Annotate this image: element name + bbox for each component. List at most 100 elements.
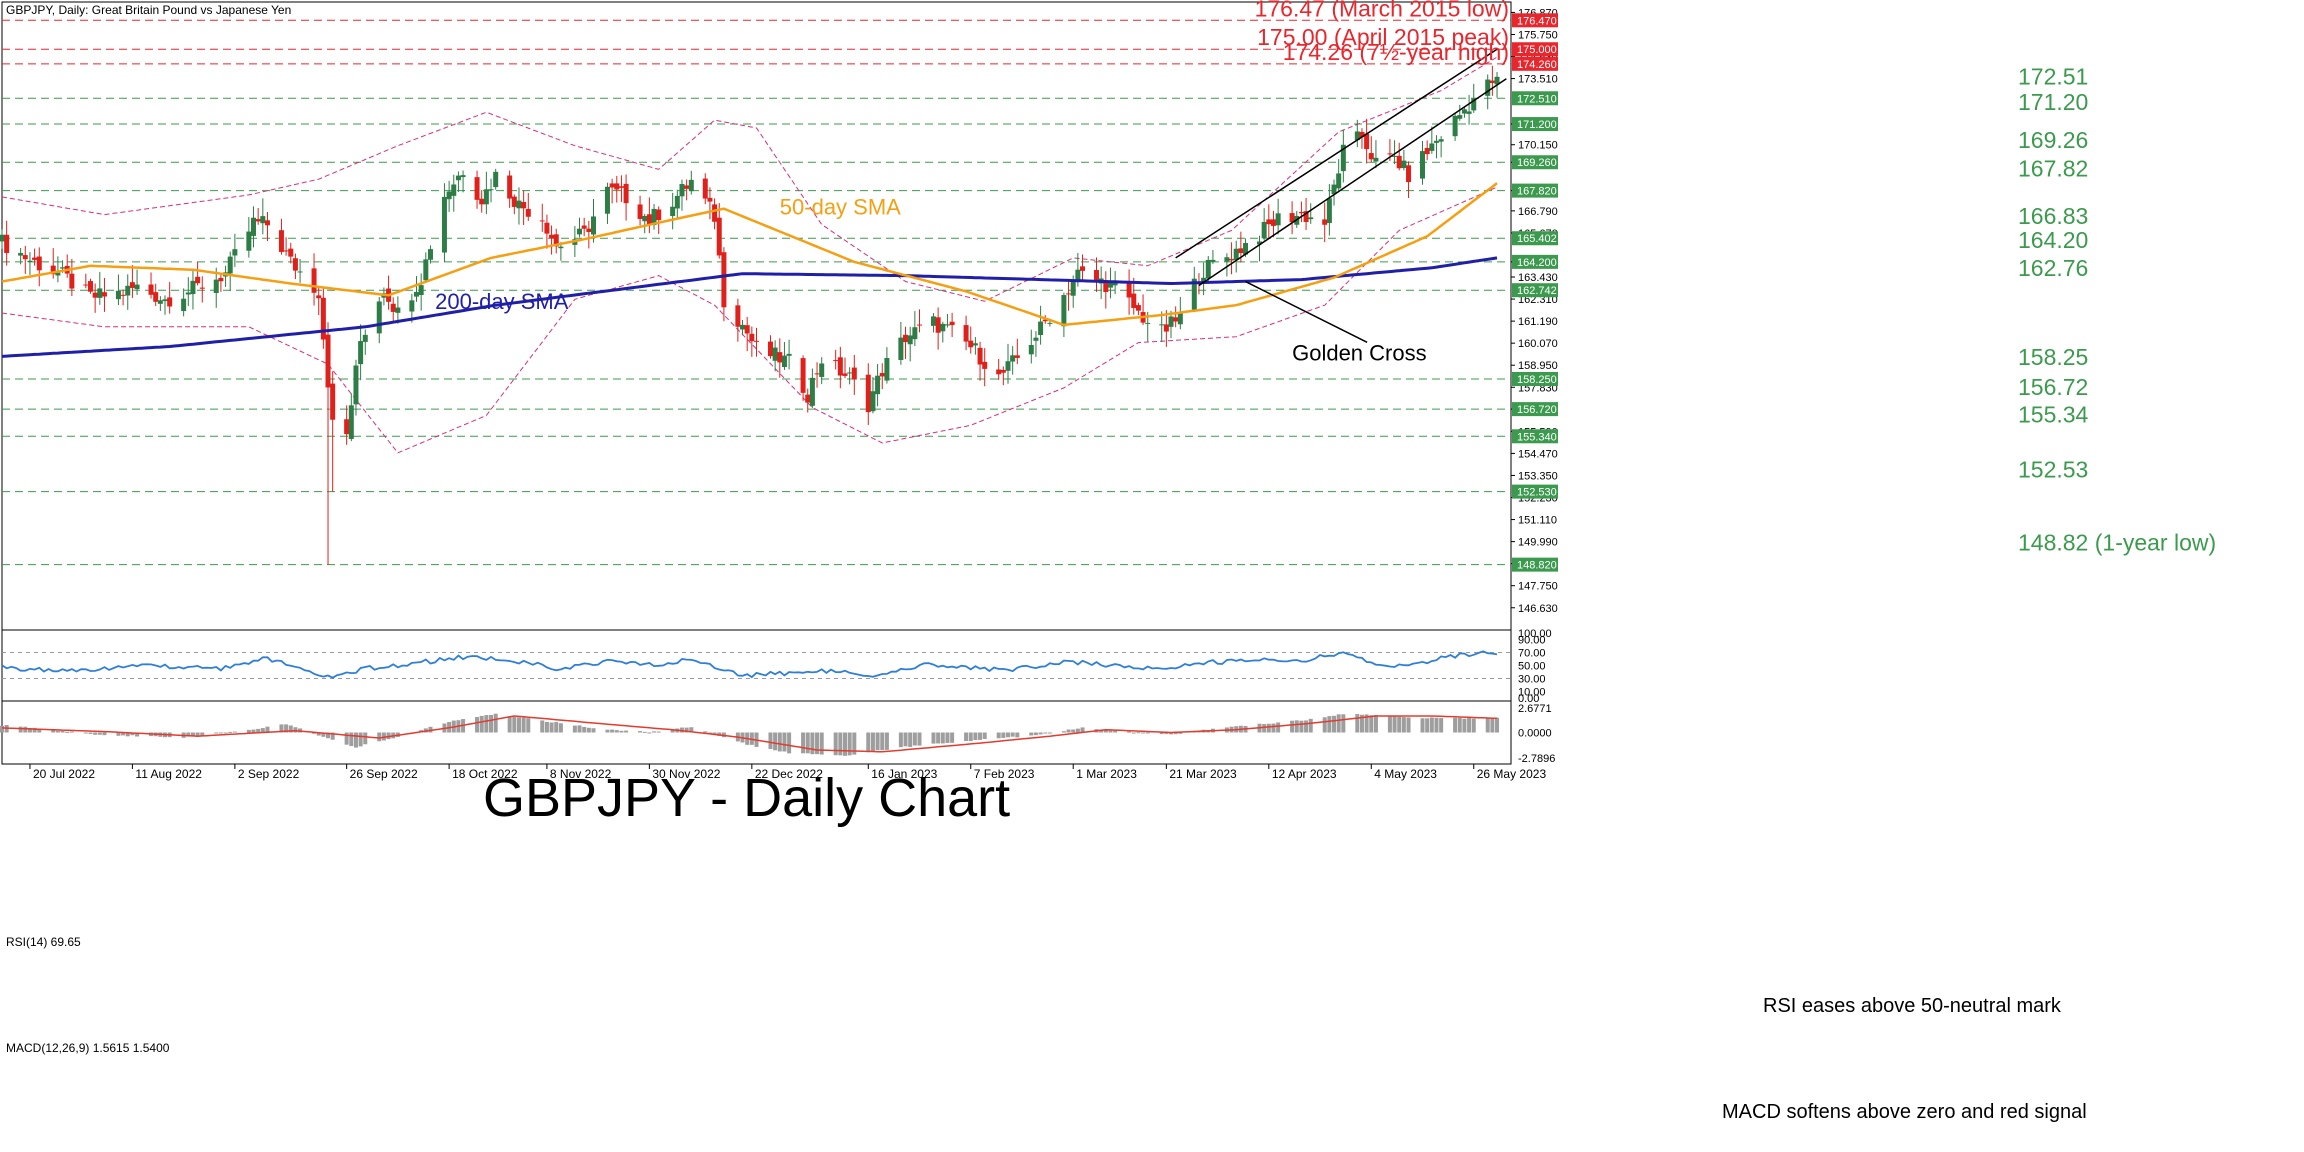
candle-body	[32, 257, 38, 260]
macd-bar	[838, 732, 843, 756]
macd-signal-line	[1, 715, 1498, 753]
macd-bar	[186, 732, 191, 737]
candle	[1457, 104, 1463, 121]
macd-bar	[83, 732, 88, 734]
candle	[1080, 254, 1086, 282]
candle	[97, 271, 103, 305]
macd-bar	[353, 732, 358, 748]
candle-body	[264, 220, 270, 226]
candle-body	[1177, 313, 1183, 325]
candle-body	[549, 234, 555, 239]
candle	[740, 319, 746, 336]
macd-bar	[1467, 717, 1472, 733]
candle-body	[903, 334, 909, 343]
candle	[330, 371, 336, 492]
candle-body	[777, 352, 783, 363]
candle-body	[1257, 241, 1262, 245]
macd-bar	[344, 732, 349, 745]
candle	[777, 338, 783, 378]
candle-body	[674, 195, 680, 209]
price-level-marker-label: 171.200	[1517, 119, 1557, 131]
candle	[586, 220, 592, 249]
candle-body	[441, 196, 447, 253]
candle-body	[1238, 248, 1244, 254]
candle-body	[1452, 115, 1458, 137]
support-level-label: 166.83	[2018, 203, 2088, 229]
sma50-line	[1, 182, 1498, 327]
candle	[1331, 179, 1337, 206]
macd-bar	[1392, 715, 1397, 733]
candle	[1201, 262, 1207, 296]
candle-body	[1392, 155, 1398, 157]
candle	[255, 208, 261, 225]
macd-bar	[116, 732, 121, 736]
channel-upper-line	[1175, 48, 1498, 259]
candle	[623, 174, 629, 221]
candle	[679, 179, 685, 211]
macd-bar	[1103, 730, 1108, 733]
support-level-label: 158.25	[2018, 344, 2088, 370]
price-axis-tick-label: 151.110	[1518, 515, 1557, 527]
macd-bar	[614, 730, 619, 733]
candle-body	[1145, 322, 1151, 324]
macd-bar	[945, 732, 950, 743]
candle	[912, 311, 918, 347]
candle-body	[1005, 361, 1011, 371]
price-level-marker-label: 169.260	[1517, 157, 1557, 169]
macd-bar	[689, 727, 694, 733]
candle	[493, 168, 499, 190]
candle	[1163, 310, 1169, 347]
price-level-marker-label: 167.820	[1517, 186, 1557, 198]
rsi-line	[1, 650, 1498, 679]
candle-body	[898, 337, 904, 360]
candle	[311, 253, 317, 306]
candle-body	[83, 284, 89, 286]
candle	[577, 217, 583, 238]
candle	[1406, 161, 1412, 199]
candle	[684, 179, 690, 201]
candle	[1336, 159, 1342, 193]
macd-bar	[516, 717, 521, 733]
candle-body	[1420, 151, 1426, 179]
candle	[18, 247, 24, 265]
candle	[618, 175, 624, 203]
candle-body	[609, 183, 615, 188]
candle	[185, 277, 191, 307]
macd-bar	[1047, 732, 1052, 734]
macd-bar	[1015, 732, 1020, 738]
macd-bar	[1276, 722, 1281, 733]
candle	[227, 251, 233, 291]
candle	[1014, 338, 1020, 365]
macd-bar	[1401, 717, 1406, 733]
macd-bar	[950, 732, 955, 743]
candle-body	[246, 231, 252, 251]
candle-body	[483, 189, 489, 205]
candle-body	[1359, 131, 1365, 138]
candle-body	[227, 256, 233, 274]
candle-body	[1298, 211, 1304, 214]
date-axis-tick-label: 22 Dec 2022	[755, 767, 823, 781]
candle-body	[353, 365, 359, 405]
candle-body	[1331, 184, 1337, 195]
candle-body	[1270, 219, 1276, 226]
macd-bar	[1299, 720, 1304, 733]
resistance-level-label: 176.47 (March 2015 low)	[1255, 0, 1509, 21]
macd-bar	[93, 732, 98, 735]
candle-body	[1038, 321, 1044, 336]
candle	[521, 190, 527, 226]
candle-body	[716, 217, 722, 256]
macd-bar	[1131, 732, 1136, 734]
price-level-marker	[1512, 429, 1558, 444]
macd-bar	[125, 732, 130, 737]
candle-body	[1205, 259, 1211, 279]
candle-body	[1243, 243, 1249, 255]
price-axis-tick-label: 158.950	[1518, 360, 1558, 372]
candle	[1266, 204, 1272, 239]
candle	[1354, 119, 1360, 148]
candle-body	[115, 290, 121, 300]
candle	[963, 315, 969, 351]
macd-bar	[582, 726, 587, 733]
candle	[767, 335, 773, 359]
candle-body	[190, 280, 196, 295]
candle	[1298, 201, 1304, 223]
